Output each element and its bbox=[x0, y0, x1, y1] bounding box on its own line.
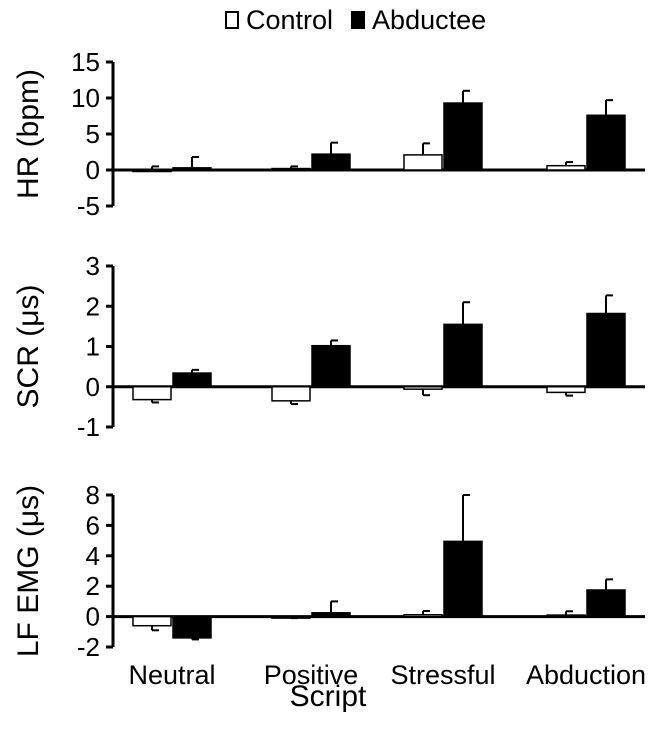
abductee-bar bbox=[586, 114, 626, 171]
legend-item-control: Control bbox=[225, 5, 333, 36]
legend-label-abductee: Abductee bbox=[372, 4, 487, 35]
y-tick-label: 3 bbox=[86, 251, 100, 281]
abductee-bar bbox=[311, 344, 351, 388]
y-tick-label: -2 bbox=[77, 632, 100, 662]
y-tick-label: -5 bbox=[77, 191, 100, 221]
x-axis-label: Script bbox=[289, 680, 367, 713]
panel-hr: 15 10 5 0 -5 HR (bpm) bbox=[12, 47, 645, 221]
y-axis-title: SCR (μs) bbox=[12, 285, 45, 409]
abductee-bar bbox=[443, 323, 483, 388]
abductee-bar bbox=[172, 615, 212, 639]
legend-item-abductee: Abductee bbox=[351, 5, 486, 36]
x-category-label: Positive bbox=[264, 660, 359, 690]
abductee-bar bbox=[586, 589, 626, 618]
y-tick-label: -1 bbox=[77, 412, 100, 442]
abductee-bar bbox=[443, 540, 483, 618]
y-tick-label: 1 bbox=[86, 332, 100, 362]
control-bar bbox=[546, 614, 586, 618]
x-category-label: Stressful bbox=[390, 660, 495, 690]
panel-scr: 3 2 1 0 -1 SCR (μs) bbox=[12, 251, 645, 442]
abductee-bar bbox=[443, 102, 483, 171]
y-tick-label: 4 bbox=[86, 541, 100, 571]
control-bar bbox=[271, 386, 311, 402]
control-bar bbox=[271, 167, 311, 171]
y-tick-label: 15 bbox=[71, 47, 100, 77]
control-bar bbox=[132, 615, 172, 627]
control-bar bbox=[403, 614, 443, 618]
abductee-bar bbox=[586, 312, 626, 388]
x-category-label: Neutral bbox=[128, 660, 215, 690]
control-bar bbox=[132, 386, 172, 401]
y-tick-label: 2 bbox=[86, 291, 100, 321]
y-axis-title: HR (bpm) bbox=[12, 69, 45, 199]
control-bar bbox=[132, 169, 172, 173]
legend-swatch-abductee bbox=[351, 11, 366, 29]
abductee-bar bbox=[172, 167, 212, 171]
y-tick-label: 0 bbox=[86, 372, 100, 402]
y-tick-label: 6 bbox=[86, 510, 100, 540]
legend-swatch-control bbox=[225, 11, 239, 29]
y-tick-label: 2 bbox=[86, 571, 100, 601]
control-bar bbox=[546, 386, 586, 394]
x-category-label: Abduction bbox=[526, 660, 646, 690]
legend-label-control: Control bbox=[246, 4, 334, 35]
control-bar bbox=[403, 386, 443, 390]
control-bar bbox=[403, 154, 443, 171]
legend: Control Abductee bbox=[225, 2, 504, 38]
abductee-bar bbox=[311, 612, 351, 618]
y-axis-title: LF EMG (μs) bbox=[12, 485, 45, 657]
control-bar bbox=[546, 164, 586, 171]
abductee-bar bbox=[172, 372, 212, 388]
y-tick-label: 0 bbox=[86, 602, 100, 632]
abductee-bar bbox=[311, 153, 351, 171]
y-tick-label: 8 bbox=[86, 480, 100, 510]
y-tick-label: 0 bbox=[86, 155, 100, 185]
y-tick-label: 10 bbox=[71, 83, 100, 113]
y-tick-label: 5 bbox=[86, 119, 100, 149]
